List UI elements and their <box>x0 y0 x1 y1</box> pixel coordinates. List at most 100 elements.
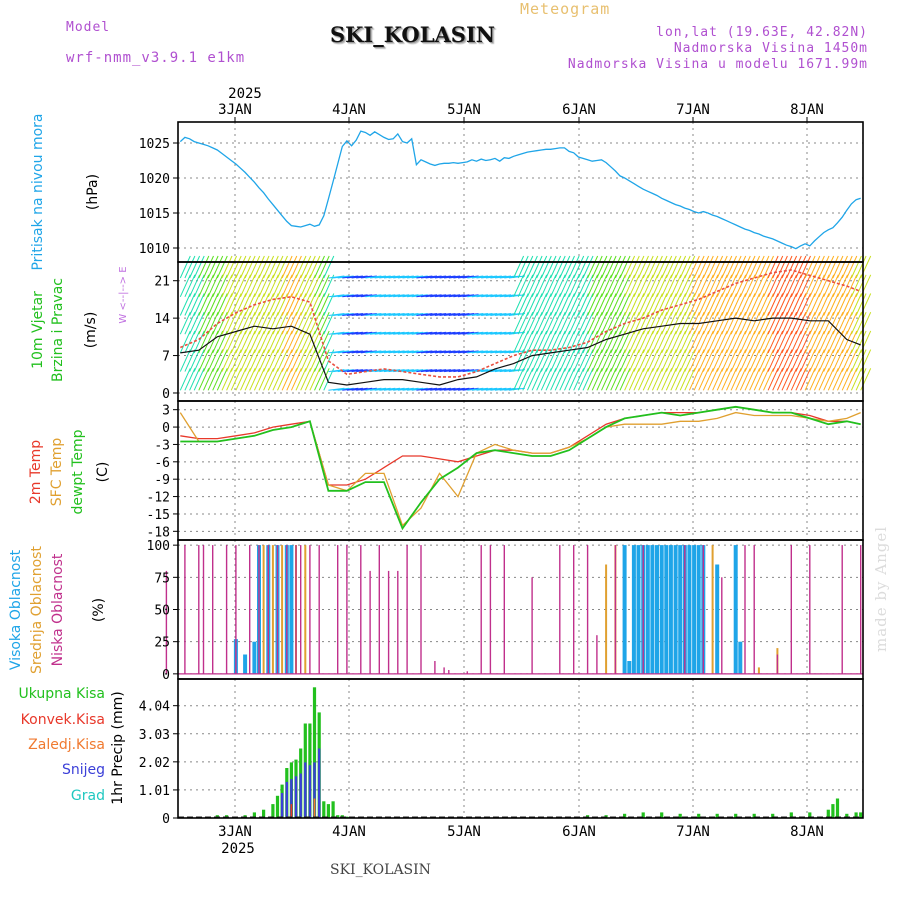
wind-barb <box>318 274 330 298</box>
wind-barb <box>596 293 608 316</box>
wind-barb <box>333 294 350 298</box>
wind-barb <box>698 293 710 316</box>
wind-barb <box>411 313 428 316</box>
wind-barb <box>342 313 359 316</box>
wind-barb <box>439 350 456 354</box>
low-cloud-bar <box>489 545 492 674</box>
wind-barb <box>388 294 405 298</box>
wind-barb <box>490 313 507 316</box>
wind-barb <box>582 293 594 316</box>
wind-barb <box>467 313 484 316</box>
wind-barb <box>393 313 410 316</box>
wind-barb <box>416 331 433 335</box>
wind-barb <box>318 293 330 316</box>
wind-barb <box>850 368 862 391</box>
total-rain-bar <box>262 809 266 818</box>
wind-barb <box>628 293 640 316</box>
wind-barb <box>688 368 700 391</box>
wind-barb <box>841 349 853 372</box>
high-cloud-bar <box>664 545 669 674</box>
wind-barbs <box>179 255 872 391</box>
total-rain-bar <box>715 813 719 818</box>
high-cloud-bar <box>668 545 673 674</box>
wind-barb <box>823 368 835 391</box>
wind-barb <box>374 331 391 335</box>
total-rain-bar <box>752 813 756 818</box>
wind-barb <box>212 349 224 372</box>
wind-barb <box>670 368 682 391</box>
frozen-rain-bar <box>313 798 316 818</box>
wind-barb <box>212 293 224 316</box>
wind-barb <box>832 368 844 391</box>
wind-barb <box>253 311 265 335</box>
wind-barb <box>508 331 525 335</box>
bottom-axis-day-label: 3JAN <box>218 824 252 840</box>
wind-barb <box>601 293 612 316</box>
low-cloud-bar <box>235 545 237 674</box>
total-rain-bar <box>678 813 682 818</box>
wind-barb <box>295 311 307 335</box>
wind-barb <box>513 255 525 279</box>
wind-barb <box>693 368 705 391</box>
wind-barb <box>804 311 816 335</box>
wind-barb <box>402 294 419 298</box>
wind-barb <box>249 274 261 298</box>
wind-barb <box>522 311 534 335</box>
wind-barb <box>601 349 612 372</box>
wind-barb <box>272 293 284 316</box>
wind-barb <box>407 275 424 279</box>
wind-barb <box>504 331 521 335</box>
wind-barb <box>383 350 401 354</box>
wind-barb <box>240 255 251 279</box>
wind-barb <box>328 331 345 335</box>
wind-barb <box>397 313 414 316</box>
wind-barb <box>596 255 608 279</box>
wind-barb <box>397 331 414 335</box>
wind-barb <box>244 349 256 372</box>
wind-barb <box>656 255 668 279</box>
wind-barb <box>753 293 765 316</box>
wind-barb <box>448 275 465 279</box>
wind-barb <box>665 274 677 298</box>
top-axis-day-label: 6JAN <box>562 102 596 118</box>
wind-barb <box>189 368 201 391</box>
wind-barb <box>481 331 498 335</box>
bottom-axis-day-label: 4JAN <box>332 824 366 840</box>
wind-barb <box>490 350 507 354</box>
wind-barb <box>767 274 779 298</box>
wind-barb <box>591 349 603 372</box>
wind-barb <box>781 349 793 372</box>
wind-barb <box>253 274 265 298</box>
data-layer <box>165 130 872 818</box>
wind-barb <box>587 349 599 372</box>
wind-barb <box>568 311 580 335</box>
wind-barb <box>198 293 210 316</box>
wind-barb <box>295 293 307 316</box>
wind-barb <box>540 293 552 316</box>
wind-barb <box>397 294 414 298</box>
wind-barb <box>559 368 571 391</box>
low-cloud-bar <box>300 545 302 674</box>
wind-barb <box>337 387 354 391</box>
wind-barb <box>494 313 512 316</box>
wind-barb <box>758 330 770 354</box>
wind-barb <box>531 311 543 335</box>
wind-barb <box>818 349 830 372</box>
wind-barb <box>587 293 599 316</box>
wind-barb <box>379 350 396 354</box>
wind-barb <box>749 311 761 335</box>
wind-barb <box>253 349 265 372</box>
wind-barb <box>763 349 774 372</box>
wind-barb <box>675 274 687 298</box>
wind-barb <box>226 293 238 316</box>
wind-barb <box>513 330 525 354</box>
high-cloud-bar <box>252 641 257 674</box>
wind-barb <box>772 293 784 316</box>
wind-barb <box>545 311 557 335</box>
wind-barb <box>786 255 798 279</box>
low-cloud-bar <box>387 570 390 674</box>
wind-barb <box>309 293 321 316</box>
wind-barb <box>444 387 461 391</box>
total-rain-bar <box>641 812 645 818</box>
wind-barb <box>374 369 391 373</box>
